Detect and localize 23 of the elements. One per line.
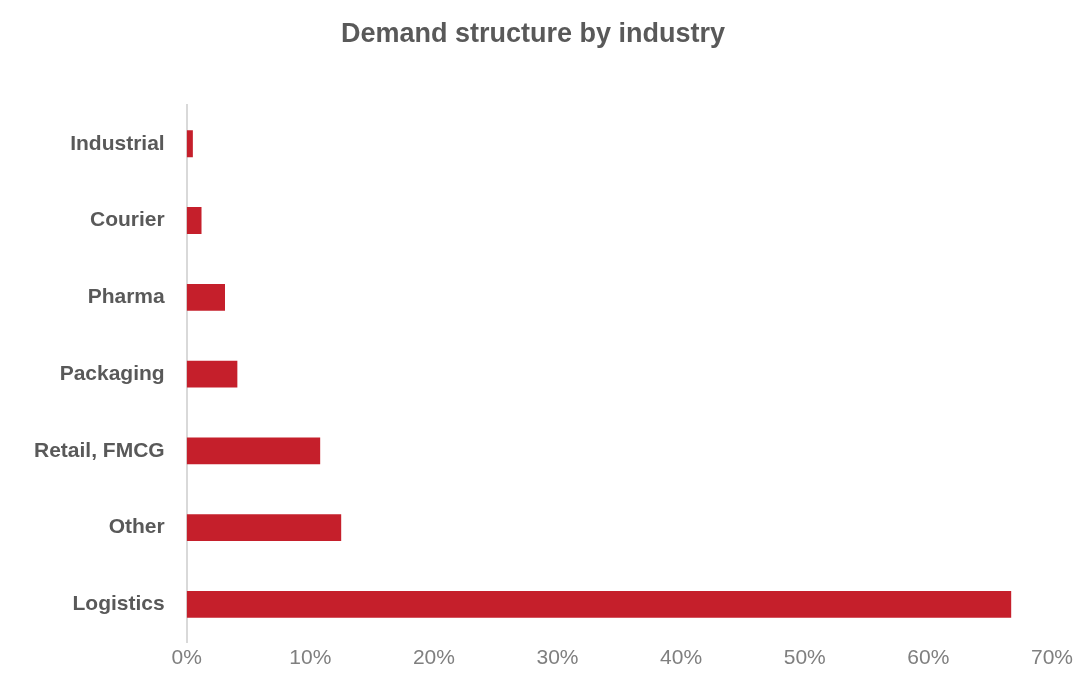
y-tick-label: Other bbox=[108, 514, 165, 538]
y-tick-label: Logistics bbox=[72, 591, 165, 615]
x-tick-label: 70% bbox=[1030, 645, 1073, 669]
x-tick-label: 40% bbox=[660, 645, 703, 669]
x-tick-label: 20% bbox=[412, 645, 455, 669]
chart-title: Demand structure by industry bbox=[340, 17, 726, 48]
bar bbox=[186, 360, 238, 388]
bar bbox=[186, 283, 225, 311]
y-tick-label: Industrial bbox=[70, 130, 165, 154]
bar bbox=[186, 514, 342, 542]
y-tick-label: Courier bbox=[89, 207, 165, 231]
y-tick-label: Pharma bbox=[87, 284, 165, 308]
x-tick-label: 50% bbox=[783, 645, 826, 669]
x-tick-label: 60% bbox=[907, 645, 950, 669]
bar bbox=[186, 207, 202, 234]
y-tick-label: Packaging bbox=[59, 360, 165, 384]
y-tick-label: Retail, FMCG bbox=[33, 437, 165, 461]
x-tick-label: 10% bbox=[289, 645, 332, 669]
bar bbox=[186, 590, 1012, 618]
bar bbox=[186, 130, 193, 158]
x-tick-label: 0% bbox=[171, 645, 202, 669]
x-tick-label: 30% bbox=[536, 645, 579, 669]
bar bbox=[186, 437, 321, 465]
